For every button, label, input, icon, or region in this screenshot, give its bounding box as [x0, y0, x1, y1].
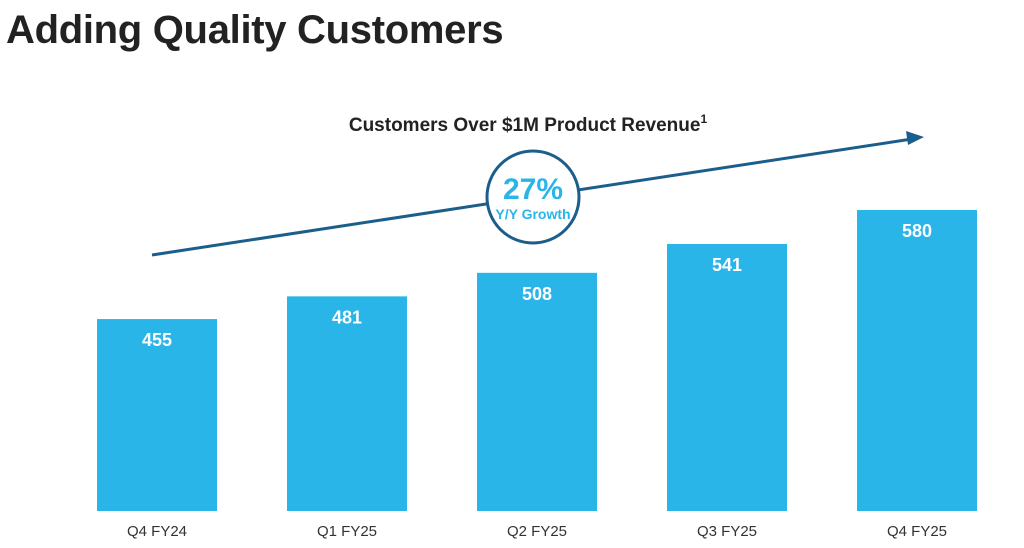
x-tick-label: Q3 FY25 [697, 523, 757, 540]
x-tick-label: Q2 FY25 [507, 523, 567, 540]
growth-badge: 27% Y/Y Growth [485, 149, 581, 245]
chart-title-text: Customers Over $1M Product Revenue [349, 115, 701, 136]
data-label: 541 [712, 255, 742, 275]
chart-title: Customers Over $1M Product Revenue1 [349, 112, 708, 136]
bar-q4-fy25 [857, 210, 977, 511]
bar-q4-fy24 [97, 319, 217, 511]
bars-group [97, 210, 977, 511]
data-label: 580 [902, 221, 932, 241]
x-tick-label: Q1 FY25 [317, 523, 377, 540]
x-tick-label: Q4 FY25 [887, 523, 947, 540]
growth-circle [485, 149, 581, 245]
bar-labels-group: 455 481 508 541 580 [142, 221, 932, 350]
x-tick-label: Q4 FY24 [127, 523, 187, 540]
chart-title-footnote: 1 [700, 112, 707, 126]
data-label: 455 [142, 330, 172, 350]
data-label: 508 [522, 284, 552, 304]
growth-label: Y/Y Growth [495, 206, 570, 222]
bar-q3-fy25 [667, 244, 787, 511]
bar-q2-fy25 [477, 272, 597, 511]
arrow-head-icon [906, 131, 924, 145]
bar-q1-fy25 [287, 296, 407, 511]
category-labels-group: Q4 FY24 Q1 FY25 Q2 FY25 Q3 FY25 Q4 FY25 [127, 523, 947, 540]
growth-value: 27% [503, 173, 563, 206]
page-title: Adding Quality Customers [6, 8, 504, 52]
data-label: 481 [332, 307, 362, 327]
